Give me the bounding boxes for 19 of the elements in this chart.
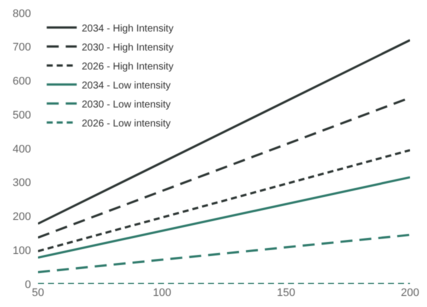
legend-label: 2026 - High Intensity — [82, 61, 174, 72]
x-tick-label: 100 — [152, 287, 172, 299]
legend-label: 2034 - Low intensity — [82, 80, 171, 92]
legend-label: 2034 - High Intensity — [82, 23, 174, 34]
y-tick-label: 100 — [12, 244, 31, 257]
y-tick-label: 600 — [12, 76, 31, 88]
x-tick-label: 50 — [32, 287, 44, 299]
y-tick-label: 500 — [12, 109, 31, 122]
y-tick-label: 0 — [24, 278, 31, 291]
x-tick-label: 150 — [276, 287, 296, 299]
legend-label: 2030 - High Intensity — [82, 42, 174, 54]
y-tick-label: 200 — [12, 211, 31, 224]
legend-label: 2030 - Low intensity — [82, 99, 171, 110]
x-tick-label: 200 — [400, 287, 420, 299]
y-tick-label: 300 — [12, 177, 31, 190]
legend-label: 2026 - Low intensity — [82, 118, 171, 130]
y-tick-label: 700 — [12, 42, 31, 54]
y-tick-label: 400 — [12, 143, 31, 156]
y-tick-label: 800 — [12, 8, 31, 20]
